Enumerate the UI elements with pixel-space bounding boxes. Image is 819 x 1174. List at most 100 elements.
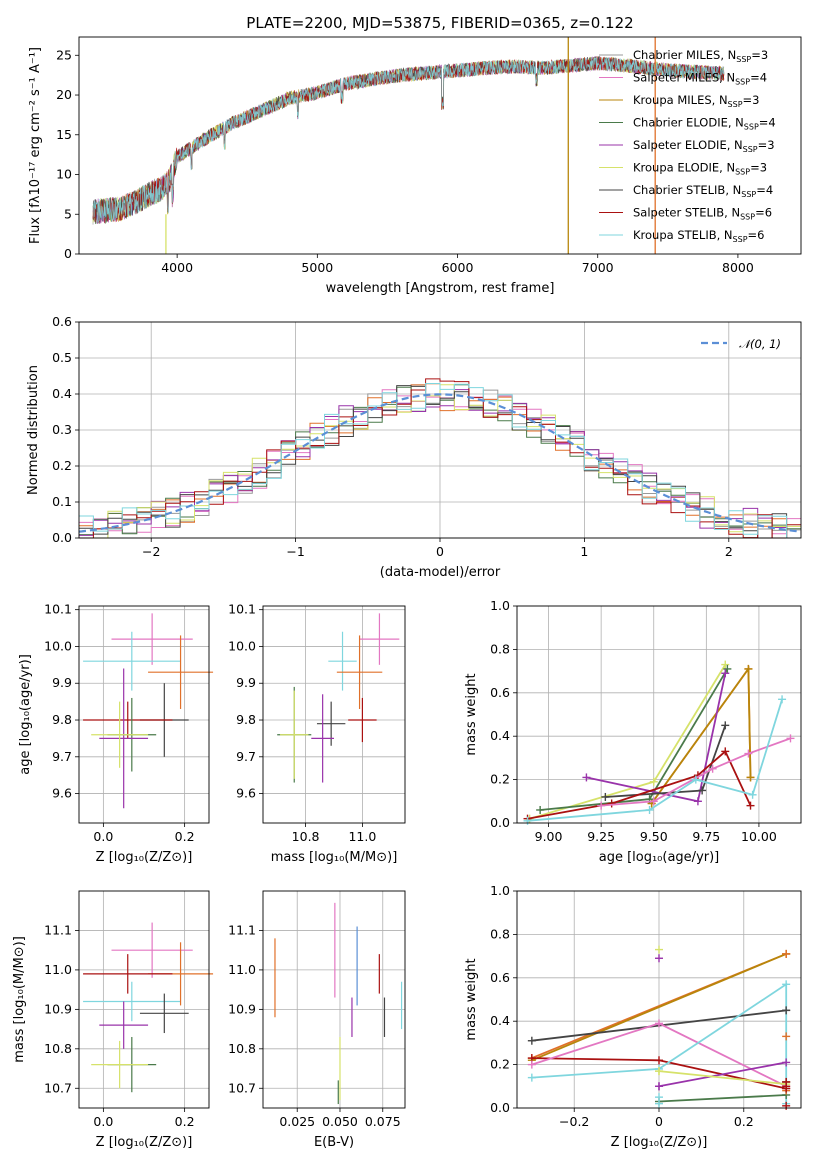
legend-label-part: SSP [736, 55, 751, 64]
x-tick-label: 4000 [161, 260, 193, 275]
axis-frame [262, 890, 406, 1109]
legend-label-part: Salpeter STELIB, N [633, 206, 740, 220]
weight-series-line [658, 1094, 787, 1103]
legend-label-part: =3 [750, 161, 767, 175]
y-axis-label: Normed distribution [26, 365, 41, 495]
x-tick-label: 0.025 [279, 1114, 315, 1129]
y-tick-label: 9.9 [52, 675, 72, 690]
legend-label-part: Chabrier STELIB, N [633, 183, 741, 197]
x-tick-label: 7000 [582, 260, 614, 275]
y-tick-label: 0.0 [490, 1100, 510, 1115]
x-tick-label: −0.2 [559, 1114, 589, 1129]
legend-label: Chabrier STELIB, NSSP=4 [633, 183, 773, 199]
legend-label: Kroupa MILES, NSSP=3 [633, 93, 759, 109]
y-axis-label: mass weight [464, 958, 479, 1040]
y-axis-label: Flux [fλ10⁻¹⁷ erg cm⁻² s⁻¹ A⁻¹] [28, 47, 43, 244]
legend-label: Salpeter ELODIE, NSSP=3 [633, 138, 775, 154]
y-tick-label: 5 [64, 206, 72, 221]
x-tick-label: 1 [580, 544, 588, 559]
panel-z-mass: 0.0 0.2 10.7 10.8 10.9 11.0 11.1 Z [log₁₀(Z/Z⊙)… [12, 890, 214, 1150]
x-tick-label: 10.00 [741, 829, 777, 844]
x-tick-label: −2 [142, 544, 160, 559]
x-tick-label: 0.0 [93, 829, 113, 844]
legend-label-part: Salpeter ELODIE, N [633, 138, 743, 152]
y-axis-label: mass [log₁₀(M/M⊙)] [12, 936, 27, 1063]
x-tick-label: 9.25 [587, 829, 615, 844]
y-tick-label: 0.0 [52, 530, 72, 545]
y-tick-label: 0.4 [52, 386, 72, 401]
y-tick-label: 0.6 [490, 685, 510, 700]
x-tick-label: 6000 [442, 260, 474, 275]
y-tick-label: 0.8 [490, 641, 510, 656]
x-tick-label: 0.0 [93, 1114, 113, 1129]
y-tick-label: 0.2 [52, 458, 72, 473]
x-tick-label: 0.2 [734, 1114, 754, 1129]
y-tick-label: 10.0 [44, 638, 72, 653]
x-tick-label: 0.2 [175, 829, 195, 844]
figure-title: PLATE=2200, MJD=53875, FIBERID=0365, z=0… [246, 14, 633, 32]
y-tick-label: 10.8 [228, 1041, 256, 1056]
y-axis-label: mass weight [464, 673, 479, 755]
legend-label-part: SSP [741, 190, 756, 199]
y-tick-label: 0.2 [490, 772, 510, 787]
legend-label: Salpeter MILES, NSSP=4 [633, 71, 767, 87]
plot-area [517, 606, 801, 823]
y-tick-label: 0.1 [52, 494, 72, 509]
y-tick-label: 0.0 [490, 815, 510, 830]
y-tick-label: 9.6 [236, 786, 256, 801]
legend-label: Chabrier ELODIE, NSSP=4 [633, 116, 776, 132]
legend-label: Kroupa STELIB, NSSP=6 [633, 228, 764, 244]
y-tick-label: 9.7 [52, 749, 72, 764]
legend-label-part: SSP [728, 100, 743, 109]
y-tick-label: 0.8 [490, 926, 510, 941]
weight-series-line [531, 982, 788, 1104]
legend-label: Chabrier MILES, NSSP=3 [633, 48, 768, 64]
axis-frame [516, 890, 802, 1109]
x-tick-label: 0 [655, 1114, 663, 1129]
legend-label-part: SSP [735, 78, 750, 87]
y-tick-label: 11.0 [228, 962, 256, 977]
axis-frame [262, 605, 406, 824]
legend-label-part: =3 [751, 48, 768, 62]
y-tick-label: 10 [56, 167, 72, 182]
histogram-series [79, 385, 801, 539]
y-tick-label: 11.1 [228, 922, 256, 937]
y-tick-label: 0.6 [490, 970, 510, 985]
panel-residuals: −2 −1 0 1 2 0.0 0.1 0.2 0.3 0.4 0.5 0.6 (data-model)… [26, 314, 802, 580]
spectrum-line [92, 56, 725, 223]
plot-area [263, 606, 405, 823]
x-tick-label: 0.075 [365, 1114, 401, 1129]
legend-label-part: SSP [735, 168, 750, 177]
y-tick-label: 0.5 [52, 350, 72, 365]
legend-label-part: =4 [759, 116, 776, 130]
x-axis-label: mass [log₁₀(M/M⊙)] [271, 850, 398, 865]
panel-z-age: 0.0 0.2 9.6 9.7 9.8 9.9 10.0 10.1 Z [log₁₀(Z/Z⊙)… [18, 602, 214, 865]
legend-label: Salpeter STELIB, NSSP=6 [633, 206, 772, 222]
legend-label-part: Chabrier MILES, N [633, 48, 736, 62]
legend-label-part: Kroupa ELODIE, N [633, 161, 735, 175]
y-tick-label: 10.7 [228, 1080, 256, 1095]
spectrum-line [92, 56, 725, 224]
x-tick-label: 8000 [722, 260, 754, 275]
axis-frame [78, 36, 802, 255]
x-tick-label: 11.0 [348, 829, 376, 844]
y-tick-label: 10.0 [228, 638, 256, 653]
legend-label-part: SSP [744, 123, 759, 132]
x-axis-label: Z [log₁₀(Z/Z⊙)] [96, 850, 193, 865]
y-tick-label: 9.7 [236, 749, 256, 764]
y-axis-label: age [log₁₀(age/yr)] [18, 654, 33, 775]
panel-age-weight: 9.00 9.25 9.50 9.75 10.00 0.0 0.2 0.4 0.6 0.8 1.0 a… [464, 598, 802, 865]
y-tick-label: 10.8 [44, 1041, 72, 1056]
panel-ebv-mass: 0.025 0.050 0.075 10.7 10.8 10.9 11.0 11.1 E(B-V… [228, 890, 406, 1150]
y-tick-label: 0.2 [490, 1057, 510, 1072]
y-tick-label: 9.8 [236, 712, 256, 727]
legend-label-part: SSP [733, 235, 748, 244]
x-tick-label: 9.75 [692, 829, 720, 844]
y-tick-label: 0.4 [490, 728, 510, 743]
x-axis-label: age [log₁₀(age/yr)] [599, 850, 720, 865]
y-tick-label: 11.1 [44, 922, 72, 937]
legend-label-part: Salpeter MILES, N [633, 71, 735, 85]
weight-series-line [658, 1061, 787, 1088]
legend-label-part: =6 [748, 228, 765, 242]
x-axis-label: Z [log₁₀(Z/Z⊙)] [96, 1135, 193, 1150]
